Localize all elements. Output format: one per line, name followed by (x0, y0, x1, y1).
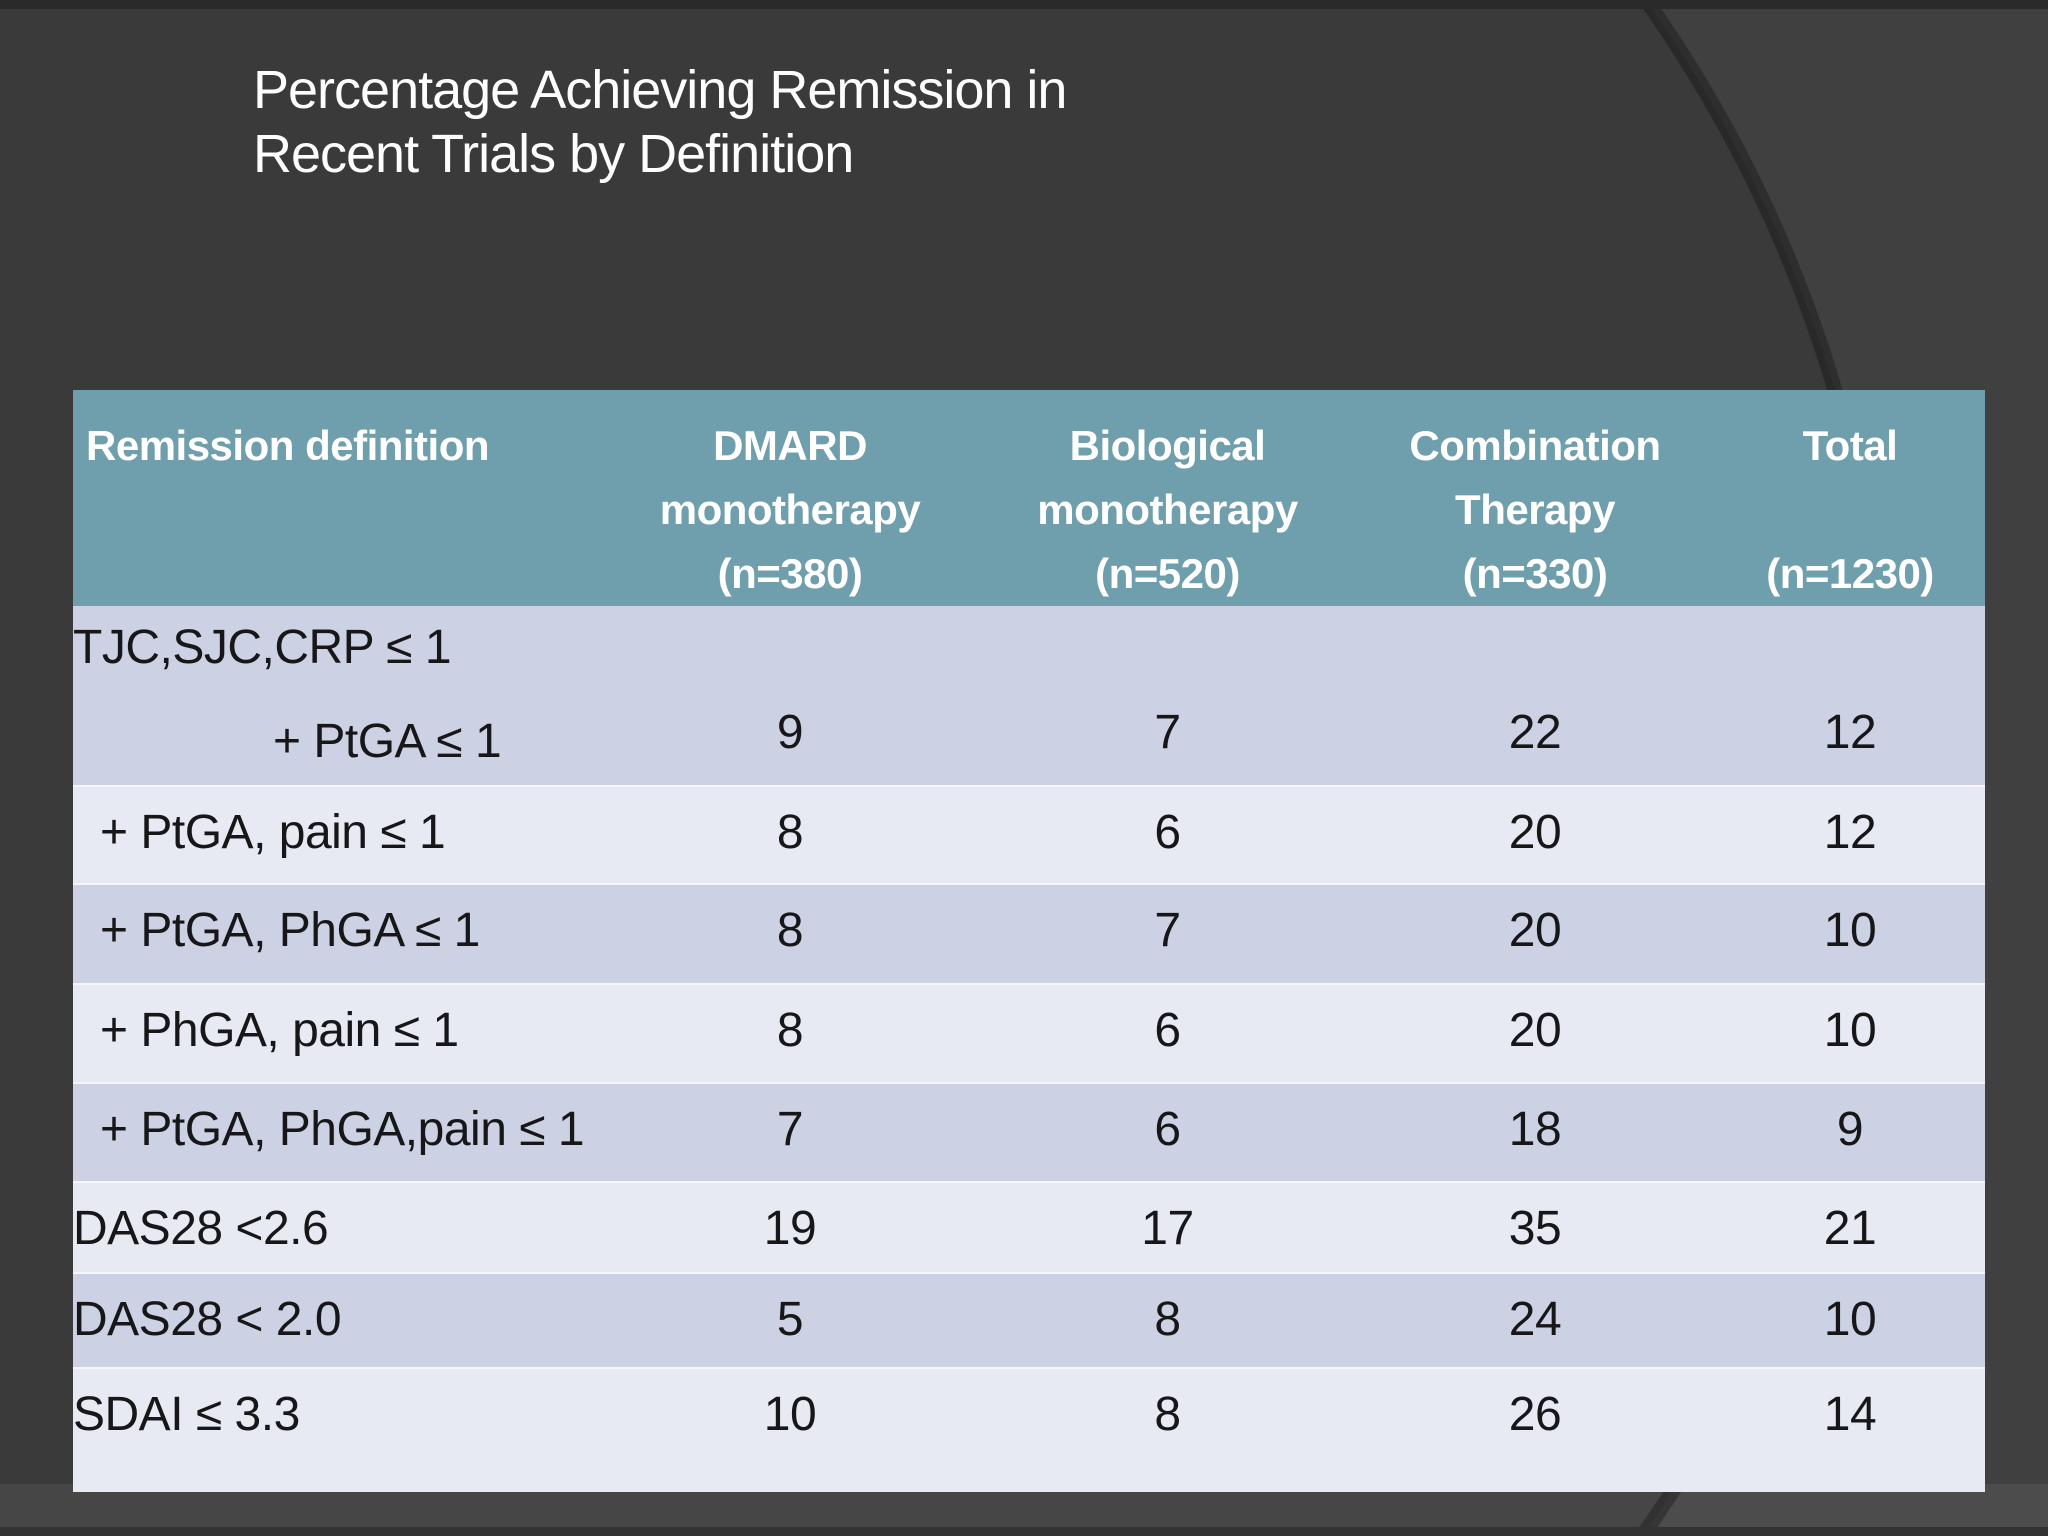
value-cell: 7 (980, 606, 1355, 786)
top-edge-strip (0, 0, 2048, 9)
slide-title-line1: Percentage Achieving Remission in (253, 60, 1067, 120)
value-cell: 19 (600, 1181, 980, 1273)
table-row: DAS28 < 2.0 5 8 24 10 (73, 1272, 1985, 1368)
table-row: + PhGA, pain ≤ 1 8 6 20 10 (73, 983, 1985, 1083)
table-row: DAS28 <2.6 19 17 35 21 (73, 1181, 1985, 1273)
value-cell: 26 (1355, 1367, 1715, 1492)
definition-line1: TJC,SJC,CRP ≤ 1 (73, 621, 452, 674)
header-cell-biological: Biological monotherapy (n=520) (980, 390, 1355, 606)
header-cell-definition: Remission definition (73, 390, 600, 606)
value-cell: 5 (600, 1272, 980, 1368)
definition-cell: TJC,SJC,CRP ≤ 1 + PtGA ≤ 1 (73, 606, 600, 786)
header-cell-combination: Combination Therapy (n=330) (1355, 390, 1715, 606)
header-line: monotherapy (659, 486, 921, 533)
definition-cell: DAS28 <2.6 (73, 1181, 600, 1273)
value-cell: 18 (1355, 1082, 1715, 1182)
value-cell: 7 (600, 1082, 980, 1182)
header-line: Combination (1409, 422, 1661, 469)
value-cell: 8 (980, 1272, 1355, 1368)
value-cell: 6 (980, 785, 1355, 884)
bottom-edge-strip (0, 1527, 2048, 1536)
value-cell: 14 (1715, 1367, 1985, 1492)
value-cell: 8 (980, 1367, 1355, 1492)
value-cell: 20 (1355, 983, 1715, 1083)
value-cell: 22 (1355, 606, 1715, 786)
value-cell: 10 (600, 1367, 980, 1492)
header-line: (n=520) (1095, 550, 1240, 597)
definition-cell: SDAI ≤ 3.3 (73, 1367, 600, 1492)
value-cell: 24 (1355, 1272, 1715, 1368)
table-header-row: Remission definition DMARD monotherapy (… (73, 390, 1985, 606)
value-cell: 20 (1355, 785, 1715, 884)
value-cell: 8 (600, 983, 980, 1083)
definition-line2: + PtGA ≤ 1 (273, 715, 502, 768)
value-cell: 10 (1715, 983, 1985, 1083)
value-cell: 8 (600, 883, 980, 984)
value-cell: 12 (1715, 606, 1985, 786)
header-line: monotherapy (1037, 486, 1298, 533)
header-line: (n=330) (1462, 550, 1608, 597)
header-line: (n=380) (717, 550, 863, 597)
header-cell-total: Total (n=1230) (1715, 390, 1985, 606)
remission-table: Remission definition DMARD monotherapy (… (73, 390, 1985, 1492)
table-row: + PtGA, PhGA,pain ≤ 1 7 6 18 9 (73, 1082, 1985, 1182)
definition-cell: + PhGA, pain ≤ 1 (73, 983, 600, 1083)
value-cell: 9 (1715, 1082, 1985, 1182)
header-line (86, 542, 600, 606)
value-cell: 12 (1715, 785, 1985, 884)
value-cell: 6 (980, 1082, 1355, 1182)
header-line: DMARD (713, 422, 867, 469)
value-cell: 10 (1715, 883, 1985, 984)
slide-title: Percentage Achieving Remission in Recent… (253, 58, 1067, 186)
header-line: (n=1230) (1766, 550, 1934, 597)
value-cell: 6 (980, 983, 1355, 1083)
table-row: SDAI ≤ 3.3 10 8 26 14 (73, 1367, 1985, 1492)
value-cell: 20 (1355, 883, 1715, 984)
header-line: Therapy (1455, 486, 1615, 533)
header-line: Biological (1069, 422, 1266, 469)
definition-cell: + PtGA, PhGA,pain ≤ 1 (73, 1082, 600, 1182)
value-cell: 21 (1715, 1181, 1985, 1273)
header-line: Total (1802, 422, 1898, 469)
definition-cell: + PtGA, pain ≤ 1 (73, 785, 600, 884)
definition-cell: + PtGA, PhGA ≤ 1 (73, 883, 600, 984)
header-line (1715, 478, 1985, 542)
table-row: + PtGA, PhGA ≤ 1 8 7 20 10 (73, 883, 1985, 984)
value-cell: 9 (600, 606, 980, 786)
table-row: TJC,SJC,CRP ≤ 1 + PtGA ≤ 1 9 7 22 12 (73, 606, 1985, 786)
table-row: + PtGA, pain ≤ 1 8 6 20 12 (73, 785, 1985, 884)
slide-title-line2: Recent Trials by Definition (253, 124, 854, 184)
value-cell: 35 (1355, 1181, 1715, 1273)
header-line (86, 478, 600, 542)
value-cell: 7 (980, 883, 1355, 984)
value-cell: 8 (600, 785, 980, 884)
definition-cell: DAS28 < 2.0 (73, 1272, 600, 1368)
value-cell: 10 (1715, 1272, 1985, 1368)
header-line: Remission definition (86, 422, 490, 469)
header-cell-dmard: DMARD monotherapy (n=380) (600, 390, 980, 606)
value-cell: 17 (980, 1181, 1355, 1273)
